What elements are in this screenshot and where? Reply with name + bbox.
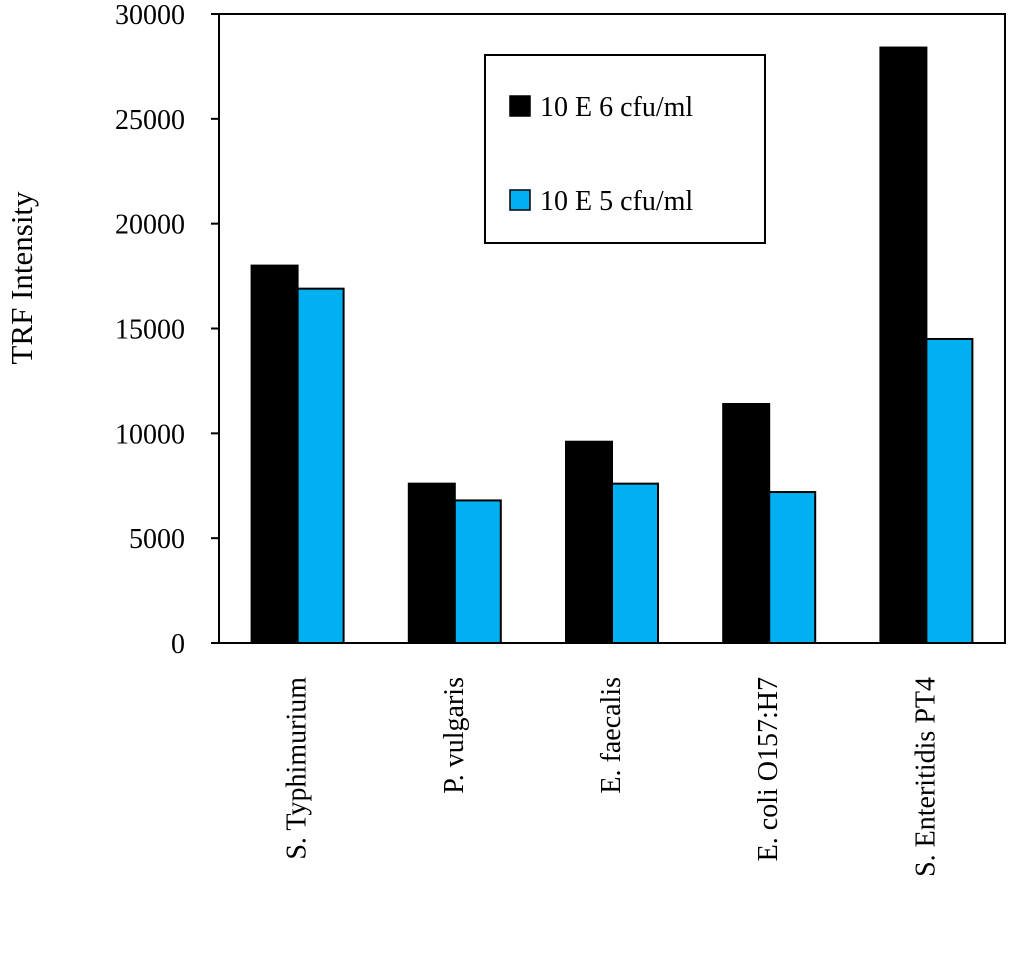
y-tick-label: 25000 xyxy=(115,105,185,136)
x-category-label: S. Enteritidis PT4 xyxy=(910,677,941,877)
bar-series1 xyxy=(407,482,456,644)
bar-series2 xyxy=(453,499,502,644)
bar-series1 xyxy=(879,46,928,644)
bar-series1 xyxy=(250,264,299,644)
x-category-label: E. coli O157:H7 xyxy=(753,677,784,861)
bar-series2 xyxy=(296,287,345,644)
bar-series1 xyxy=(722,402,771,645)
y-axis-title: TRF Intensity xyxy=(4,191,39,365)
bar-series2 xyxy=(611,482,659,644)
legend-swatch xyxy=(509,189,531,211)
x-category-label: S. Typhimurium xyxy=(282,677,313,860)
y-tick-label: 0 xyxy=(171,629,185,660)
bar-series2 xyxy=(768,491,817,645)
legend: 10 E 6 cfu/ml 10 E 5 cfu/ml xyxy=(484,54,766,244)
legend-label: 10 E 5 cfu/ml xyxy=(540,186,693,217)
y-tick-label: 15000 xyxy=(115,315,185,346)
legend-swatch xyxy=(509,95,531,117)
legend-label: 10 E 6 cfu/ml xyxy=(540,92,693,123)
bar-series1 xyxy=(565,440,613,644)
x-category-label: E. faecalis xyxy=(596,677,627,794)
y-tick-label: 20000 xyxy=(115,210,185,241)
y-tick-label: 30000 xyxy=(115,0,185,31)
y-axis-ticks: 0 5000 10000 15000 20000 25000 30000 xyxy=(115,0,219,660)
y-tick-label: 5000 xyxy=(129,524,185,555)
x-axis-labels: S. Typhimurium P. vulgaris E. faecalis E. c… xyxy=(282,677,942,877)
y-tick-label: 10000 xyxy=(115,419,185,450)
legend-box xyxy=(484,54,766,244)
x-category-label: P. vulgaris xyxy=(439,677,470,794)
bar-series2 xyxy=(925,337,974,644)
